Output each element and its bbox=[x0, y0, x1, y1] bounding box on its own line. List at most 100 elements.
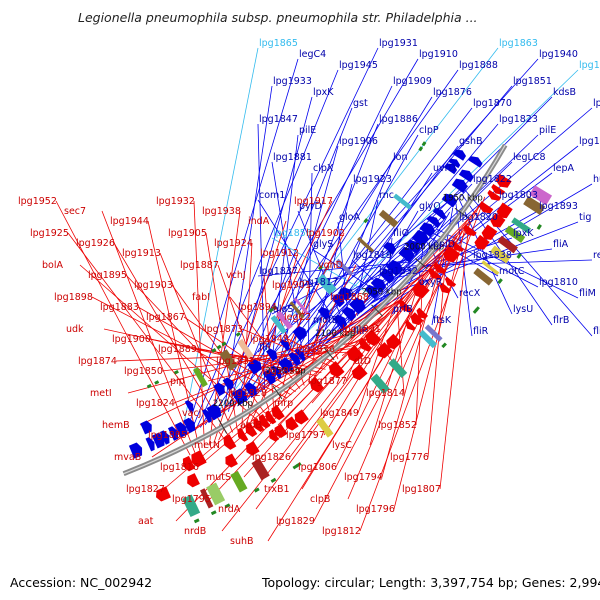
gene-label-reverse[interactable]: lpg1892 bbox=[262, 366, 301, 377]
gene-label-forward[interactable]: recA bbox=[593, 250, 600, 261]
gene-label-reverse[interactable]: lpg1900 bbox=[112, 334, 151, 345]
gene-label-forward[interactable]: clpP bbox=[419, 125, 439, 136]
gene-label-forward[interactable]: legC4 bbox=[299, 49, 326, 60]
gene-label-reverse[interactable]: dtD bbox=[354, 356, 371, 367]
gene-label-reverse[interactable]: vacJ bbox=[182, 408, 201, 419]
gene-label-forward[interactable]: lpg1863 bbox=[499, 38, 538, 49]
gene-label-forward[interactable]: com1 bbox=[259, 190, 285, 201]
gene-label-reverse[interactable]: lpg1926 bbox=[76, 238, 115, 249]
gene-label-reverse[interactable]: vchJ bbox=[226, 270, 246, 281]
gene-label-reverse[interactable]: lpg1824 bbox=[136, 398, 175, 409]
gene-label-reverse[interactable]: legC2 bbox=[284, 312, 311, 323]
gene-label-reverse[interactable]: lpg1944 bbox=[110, 216, 149, 227]
gene-label-reverse[interactable]: lpg1913 bbox=[122, 248, 161, 259]
gene-label-forward[interactable]: lpg1870 bbox=[473, 98, 512, 109]
gene-label-reverse[interactable]: lpg1796 bbox=[356, 504, 395, 515]
gene-label-reverse[interactable]: lpg1912 bbox=[260, 248, 299, 259]
gene-label-reverse[interactable]: lpg1932 bbox=[156, 196, 195, 207]
gene-label-forward[interactable]: lpg1931 bbox=[379, 38, 418, 49]
gene-label-forward[interactable]: lpg1838 bbox=[473, 250, 512, 261]
gene-label-forward[interactable]: lpg1886 bbox=[379, 114, 418, 125]
gene-label-reverse[interactable]: lpg1874 bbox=[78, 356, 117, 367]
gene-label-reverse[interactable]: lpg1794 bbox=[344, 472, 383, 483]
gene-label-reverse[interactable]: lpg1797 bbox=[286, 430, 325, 441]
gene-label-forward[interactable]: lpg1881 bbox=[273, 152, 312, 163]
gene-label-forward[interactable]: fliR bbox=[473, 326, 489, 337]
gene-label-reverse[interactable]: lpg1889 bbox=[158, 344, 197, 355]
gene-label-reverse[interactable]: lpg1924 bbox=[214, 238, 253, 249]
gene-label-forward[interactable]: pyrD bbox=[299, 201, 322, 212]
gene-label-forward[interactable]: legLC8 bbox=[513, 152, 546, 163]
gene-label-forward[interactable]: recX bbox=[459, 288, 481, 299]
gene-label-forward[interactable]: fliJ bbox=[259, 342, 270, 353]
gene-label-forward[interactable]: tig bbox=[579, 212, 591, 223]
gene-label-forward[interactable]: lpg1876 bbox=[433, 87, 472, 98]
gene-label-forward[interactable]: rnc bbox=[379, 190, 394, 201]
gene-label-reverse[interactable]: lpg1829 bbox=[276, 516, 315, 527]
gene-label-forward[interactable]: lpg1945 bbox=[339, 60, 378, 71]
gene-label-forward[interactable]: lpg1923 bbox=[353, 174, 392, 185]
gene-label-reverse[interactable]: lpg1898 bbox=[54, 292, 93, 303]
gene-label-reverse[interactable]: lpg1807 bbox=[402, 484, 441, 495]
gene-label-forward[interactable]: lpg1822 bbox=[473, 174, 512, 185]
gene-label-forward[interactable]: lpxK bbox=[513, 228, 534, 239]
gene-label-forward[interactable]: lpg1910 bbox=[419, 49, 458, 60]
gene-label-reverse[interactable]: lpg1917 bbox=[294, 196, 333, 207]
gene-label-forward[interactable]: lpg1904 bbox=[579, 136, 600, 147]
gene-label-forward[interactable]: fliG bbox=[593, 326, 600, 337]
gene-label-reverse[interactable]: lpg1902 bbox=[306, 228, 345, 239]
gene-label-reverse[interactable]: udk bbox=[66, 324, 84, 335]
gene-label-forward[interactable]: lpg1837 bbox=[259, 266, 298, 277]
gene-label-forward[interactable]: fliA bbox=[339, 288, 355, 299]
gene-label-reverse[interactable]: lpg1848 bbox=[250, 334, 289, 345]
gene-label-reverse[interactable]: lpg1849 bbox=[320, 408, 359, 419]
gene-label-reverse[interactable]: lpg1885 bbox=[148, 430, 187, 441]
gene-label-reverse[interactable]: lpg1901 bbox=[272, 280, 311, 291]
gene-label-reverse[interactable]: lpg1836 bbox=[296, 344, 335, 355]
gene-label-forward[interactable]: lepA bbox=[553, 163, 575, 174]
gene-label-forward[interactable]: lpg1933 bbox=[273, 76, 312, 87]
gene-label-forward[interactable]: lpg1851 bbox=[513, 76, 552, 87]
gene-label-forward[interactable]: motC bbox=[499, 266, 525, 277]
gene-label-forward[interactable]: motB bbox=[313, 315, 338, 326]
gene-label-forward[interactable]: lpg1857 bbox=[579, 60, 600, 71]
gene-label-reverse[interactable]: lpg1873 bbox=[204, 324, 243, 335]
gene-label-reverse[interactable]: mutS bbox=[206, 472, 231, 483]
gene-label-forward[interactable]: lpg1823 bbox=[499, 114, 538, 125]
gene-label-forward[interactable]: uvrD bbox=[433, 163, 456, 174]
gene-label-reverse[interactable]: hemB bbox=[102, 420, 130, 431]
gene-label-reverse[interactable]: lpg1894 bbox=[238, 302, 277, 313]
gene-label-reverse[interactable]: lpg1776 bbox=[390, 452, 429, 463]
gene-label-forward[interactable]: gloA bbox=[339, 212, 360, 223]
gene-label-reverse[interactable]: indA bbox=[248, 216, 270, 227]
gene-label-reverse[interactable]: lpg1812 bbox=[322, 526, 361, 537]
gene-label-reverse[interactable]: lpg1814 bbox=[366, 388, 405, 399]
gene-label-reverse[interactable]: lpg1828 bbox=[228, 388, 267, 399]
gene-label-reverse[interactable]: lpg1891 bbox=[342, 324, 381, 335]
gene-label-reverse[interactable]: lpg1895 bbox=[88, 270, 127, 281]
gene-label-reverse[interactable]: vghD bbox=[318, 260, 343, 271]
gene-label-reverse[interactable]: trxB1 bbox=[264, 484, 290, 495]
gene-label-reverse[interactable]: mvaB bbox=[114, 452, 141, 463]
gene-label-forward[interactable]: fliM bbox=[579, 288, 596, 299]
gene-label-reverse[interactable]: sec7 bbox=[64, 206, 86, 217]
gene-label-reverse[interactable]: pip bbox=[170, 376, 185, 387]
gene-label-forward[interactable]: lpg1832 bbox=[379, 266, 418, 277]
gene-label-reverse[interactable]: nrdB bbox=[184, 526, 206, 537]
gene-label-forward[interactable]: flrB bbox=[553, 315, 569, 326]
gene-label-forward[interactable]: ppiD bbox=[433, 239, 455, 250]
gene-label-reverse[interactable]: lpg1903 bbox=[134, 280, 173, 291]
gene-label-reverse[interactable]: lpg1868 bbox=[330, 292, 369, 303]
gene-label-forward[interactable]: fliP bbox=[353, 326, 368, 337]
gene-label-forward[interactable]: lpg1888 bbox=[459, 60, 498, 71]
gene-label-forward[interactable]: lpg1820 bbox=[459, 212, 498, 223]
gene-label-forward[interactable]: lpg1907 bbox=[593, 98, 600, 109]
gene-label-reverse[interactable]: lpg1816 bbox=[160, 462, 199, 473]
gene-label-forward[interactable]: lpg1810 bbox=[539, 277, 578, 288]
gene-label-forward[interactable]: gst bbox=[353, 98, 368, 109]
gene-label-forward[interactable]: lpg1909 bbox=[393, 76, 432, 87]
gene-label-reverse[interactable]: nrdA bbox=[218, 504, 241, 515]
gene-label-forward[interactable]: clpX bbox=[313, 163, 334, 174]
gene-label-reverse[interactable]: lpg1852 bbox=[378, 420, 417, 431]
gene-label-reverse[interactable]: metN bbox=[194, 440, 220, 451]
